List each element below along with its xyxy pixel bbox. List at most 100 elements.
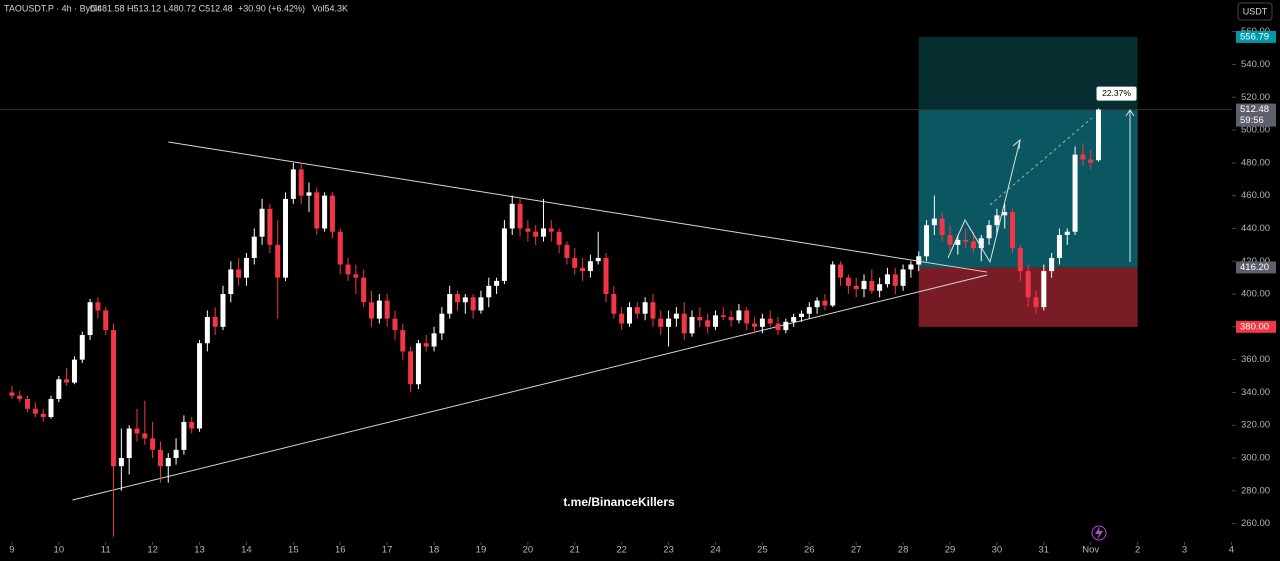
candle-body bbox=[337, 231, 343, 265]
x-tick-label: 23 bbox=[663, 545, 674, 556]
candle-body bbox=[798, 313, 804, 317]
candle-body bbox=[353, 274, 359, 278]
x-tick-label: 20 bbox=[523, 545, 534, 556]
candle-body bbox=[40, 413, 46, 418]
target-tag bbox=[1236, 30, 1276, 43]
candle-body bbox=[470, 297, 476, 311]
candle-body bbox=[314, 192, 320, 229]
x-tick-label: 19 bbox=[476, 545, 487, 556]
candle-body bbox=[720, 315, 726, 317]
x-tick-label: 4 bbox=[1229, 545, 1234, 556]
x-tick-label: 10 bbox=[54, 545, 65, 556]
candle-body bbox=[783, 321, 789, 331]
candle-body bbox=[455, 294, 461, 303]
candle-body bbox=[689, 316, 695, 334]
stop-label: 380.00 bbox=[1240, 321, 1269, 332]
candle-body bbox=[752, 323, 758, 327]
entry-tag bbox=[1236, 261, 1276, 274]
candle-body bbox=[290, 169, 296, 199]
candle-body bbox=[447, 294, 453, 314]
last-tag bbox=[1236, 103, 1276, 127]
x-tick-label: 14 bbox=[241, 545, 252, 556]
x-tick-label: 11 bbox=[101, 545, 111, 556]
candle-body bbox=[939, 218, 945, 235]
candle-body bbox=[1002, 212, 1008, 216]
candle-body bbox=[736, 310, 742, 321]
candle-body bbox=[931, 218, 937, 226]
candle-body bbox=[587, 261, 593, 272]
candle-body bbox=[9, 392, 15, 396]
candle-body bbox=[157, 449, 163, 467]
candle-body bbox=[580, 267, 586, 272]
candle-body bbox=[986, 225, 992, 239]
x-tick-label: 28 bbox=[898, 545, 909, 556]
x-tick-label: 30 bbox=[992, 545, 1003, 556]
candle-body bbox=[603, 257, 609, 295]
currency[interactable]: USDT bbox=[1243, 6, 1268, 16]
candle-body bbox=[478, 297, 484, 311]
candle-body bbox=[259, 208, 265, 237]
candle-body bbox=[501, 228, 507, 281]
x-tick-label: 12 bbox=[147, 545, 158, 556]
gain-label: 22.37% bbox=[1102, 88, 1131, 98]
candle-body bbox=[329, 195, 335, 232]
candle-body bbox=[924, 225, 930, 257]
x-tick-label: 21 bbox=[569, 545, 580, 556]
candle-body bbox=[869, 280, 875, 291]
candle-body bbox=[251, 236, 257, 258]
candle-body bbox=[1064, 231, 1070, 235]
candle-body bbox=[408, 351, 414, 385]
x-tick-label: 22 bbox=[616, 545, 627, 556]
candle-body bbox=[1096, 109, 1102, 161]
candle-body bbox=[71, 359, 77, 383]
candle-body bbox=[56, 379, 62, 399]
candle-body bbox=[728, 316, 734, 321]
candle-body bbox=[1080, 154, 1086, 160]
candle-body bbox=[533, 231, 539, 237]
candle-body bbox=[243, 257, 249, 278]
candle-body bbox=[1088, 159, 1094, 163]
candle-body bbox=[173, 449, 179, 459]
x-tick-label: 25 bbox=[757, 545, 768, 556]
candle-body bbox=[970, 241, 976, 249]
candle-body bbox=[712, 315, 718, 327]
candle-body bbox=[283, 198, 289, 278]
candle-body bbox=[853, 285, 859, 290]
y-tick-label: 400.00 bbox=[1241, 289, 1270, 300]
candle-body bbox=[947, 234, 953, 245]
candle-body bbox=[1072, 154, 1078, 232]
watermark: t.me/BinanceKillers bbox=[563, 495, 675, 509]
x-tick-label: 24 bbox=[710, 545, 721, 556]
volume: Vol54.3K bbox=[312, 3, 348, 13]
candle-body bbox=[1056, 234, 1062, 258]
trendline bbox=[72, 274, 988, 501]
symbol: TAOUSDT.P · 4h · Bybit bbox=[4, 3, 100, 13]
candle-body bbox=[431, 333, 437, 347]
candle-body bbox=[189, 421, 195, 429]
candle-body bbox=[830, 264, 836, 306]
x-tick-label: 26 bbox=[804, 545, 815, 556]
candle-body bbox=[572, 257, 578, 268]
candle-body bbox=[775, 323, 781, 331]
candle-body bbox=[791, 316, 797, 322]
candle-body bbox=[392, 318, 398, 331]
candle-body bbox=[908, 264, 914, 270]
candle-body bbox=[142, 433, 148, 439]
candle-body bbox=[181, 421, 187, 450]
candle-body bbox=[900, 269, 906, 286]
x-tick-label: 3 bbox=[1182, 545, 1187, 556]
y-tick-label: 280.00 bbox=[1241, 485, 1270, 496]
currency-button[interactable] bbox=[1237, 2, 1273, 21]
y-tick-label: 540.00 bbox=[1241, 59, 1270, 70]
y-tick-label: 340.00 bbox=[1241, 387, 1270, 398]
candle-body bbox=[1041, 271, 1047, 308]
change: +30.90 (+6.42%) bbox=[238, 3, 305, 13]
target-label: 556.79 bbox=[1240, 31, 1269, 42]
candle-body bbox=[744, 310, 750, 324]
candle-body bbox=[767, 318, 773, 324]
candle-body bbox=[25, 398, 31, 409]
candle-body bbox=[415, 343, 421, 385]
candle-body bbox=[126, 428, 132, 459]
candle-body bbox=[634, 307, 640, 314]
